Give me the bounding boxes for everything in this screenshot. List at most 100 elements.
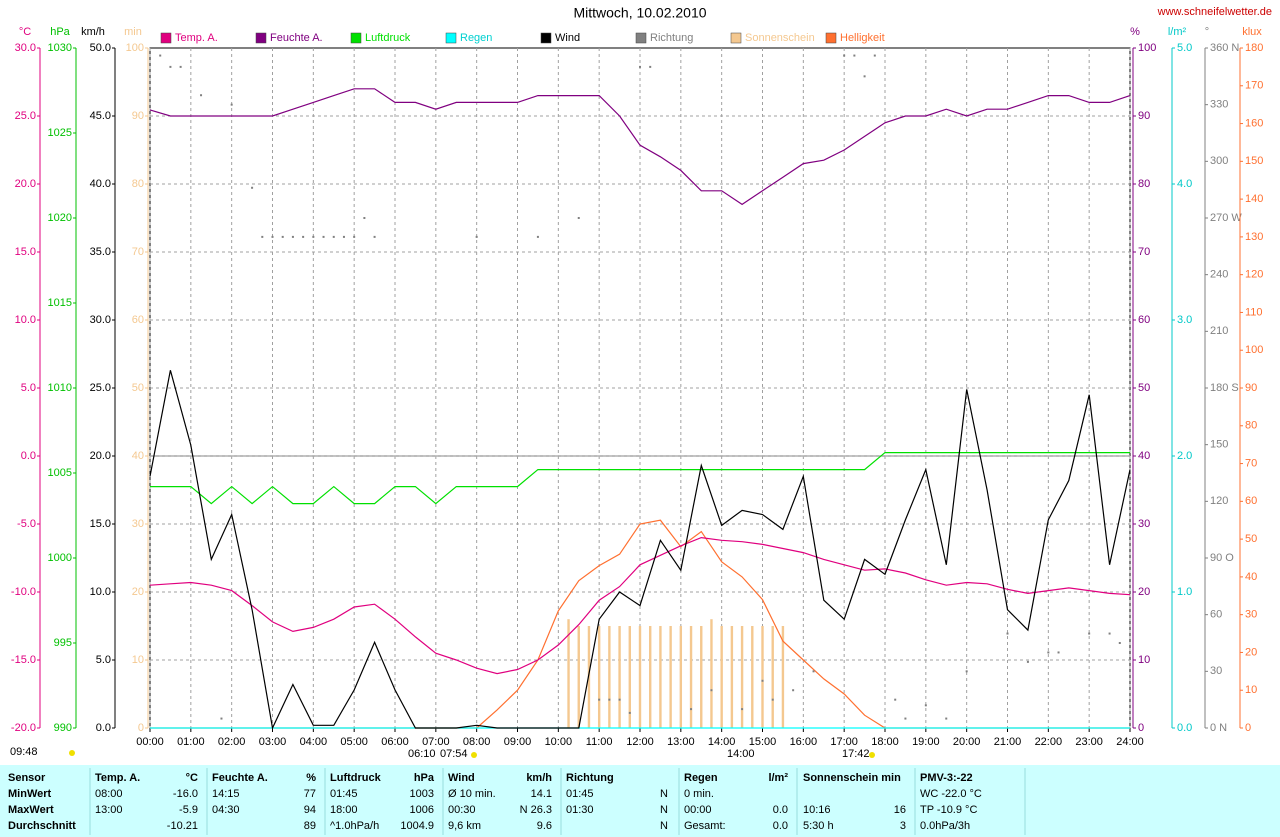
y-tick-label: 150 <box>1245 155 1263 167</box>
x-tick-label: 00:00 <box>136 736 164 748</box>
time-annotation: 17:42 <box>842 748 870 760</box>
direction-dot <box>904 717 907 720</box>
table-cell: 00:30 <box>448 804 476 816</box>
x-tick-label: 23:00 <box>1075 736 1103 748</box>
sunshine-bar <box>608 626 611 728</box>
direction-dot <box>322 235 325 238</box>
y-tick-label: 80 <box>1245 420 1257 432</box>
y-tick-label: 270 W <box>1210 212 1242 224</box>
axis-unit: l/m² <box>1168 26 1187 38</box>
x-tick-label: 09:00 <box>504 736 532 748</box>
legend-label: Temp. A. <box>175 32 218 44</box>
axis-unit: min <box>124 26 142 38</box>
direction-dot <box>690 708 693 711</box>
direction-dot <box>353 235 356 238</box>
direction-dot <box>475 235 478 238</box>
direction-dot <box>1108 632 1111 635</box>
table-header: Sonnenschein min <box>803 772 901 784</box>
table-cell: 89 <box>304 820 316 832</box>
direction-dot <box>741 708 744 711</box>
y-tick-label: 50 <box>1138 382 1150 394</box>
table-cell: 14:15 <box>212 788 240 800</box>
y-tick-label: 40 <box>1245 571 1257 583</box>
y-tick-label: 35.0 <box>90 246 111 258</box>
direction-dot <box>843 54 846 57</box>
legend-swatch <box>730 32 742 44</box>
y-tick-label: 30 <box>132 518 144 530</box>
axis-unit: km/h <box>81 26 105 38</box>
legend-swatch <box>540 32 552 44</box>
legend-label: Regen <box>460 32 492 44</box>
series-line <box>149 370 1131 730</box>
direction-dot <box>230 103 233 106</box>
direction-dot <box>761 679 764 682</box>
y-tick-label: 60 <box>1210 609 1222 621</box>
sunshine-bar <box>659 626 662 728</box>
legend-label: Richtung <box>650 32 693 44</box>
axis-unit: °C <box>19 26 31 38</box>
direction-dot <box>291 235 294 238</box>
sunshine-bar <box>679 626 683 728</box>
legend-swatch <box>635 32 647 44</box>
table-header: Regen <box>684 772 718 784</box>
table-cell: N <box>660 820 668 832</box>
direction-dot <box>1088 632 1091 635</box>
y-tick-label: 1.0 <box>1177 586 1192 598</box>
x-tick-label: 01:00 <box>177 736 205 748</box>
x-tick-label: 16:00 <box>790 736 818 748</box>
table-cell: 18:00 <box>330 804 358 816</box>
y-tick-label: -10.0 <box>11 586 36 598</box>
direction-dot <box>342 235 345 238</box>
legend-swatch <box>445 32 457 44</box>
x-tick-label: 06:00 <box>381 736 409 748</box>
row-label: MaxWert <box>8 804 54 816</box>
x-tick-label: 02:00 <box>218 736 246 748</box>
y-tick-label: 1020 <box>48 212 72 224</box>
y-tick-label: 5.0 <box>21 382 36 394</box>
y-tick-label: 330 <box>1210 99 1228 111</box>
table-header: Luftdruck <box>330 772 382 784</box>
table-header: PMV-3:-22 <box>920 772 973 784</box>
y-tick-label: 140 <box>1245 193 1263 205</box>
direction-dot <box>1057 651 1060 654</box>
time-annotation: 09:48 <box>10 746 38 758</box>
sunshine-bar <box>567 619 570 728</box>
y-tick-label: 25.0 <box>15 110 36 122</box>
table-cell: 01:45 <box>330 788 358 800</box>
direction-dot <box>302 235 305 238</box>
direction-dot <box>536 235 539 238</box>
sun-icon <box>869 752 875 758</box>
axis-unit: hPa <box>50 26 70 38</box>
x-tick-label: 20:00 <box>953 736 981 748</box>
x-tick-label: 17:00 <box>830 736 858 748</box>
table-cell: 1003 <box>410 788 434 800</box>
table-header: hPa <box>414 772 435 784</box>
direction-dot <box>1026 660 1029 663</box>
y-tick-label: 100 <box>1245 344 1263 356</box>
y-tick-label: 40 <box>1138 450 1150 462</box>
row-label: MinWert <box>8 788 52 800</box>
x-tick-label: 05:00 <box>340 736 368 748</box>
table-cell: 94 <box>304 804 316 816</box>
direction-dot <box>332 235 335 238</box>
direction-dot <box>945 717 948 720</box>
y-tick-label: 1005 <box>48 467 72 479</box>
table-header: Temp. A. <box>95 772 140 784</box>
direction-dot <box>363 217 366 219</box>
y-tick-label: 1015 <box>48 297 72 309</box>
y-tick-label: 0 N <box>1210 722 1227 734</box>
table-cell: 08:00 <box>95 788 123 800</box>
y-tick-label: 30.0 <box>15 42 36 54</box>
series-line <box>149 88 1131 206</box>
y-tick-label: 110 <box>1245 306 1263 318</box>
y-tick-label: 70 <box>132 246 144 258</box>
y-tick-label: 180 <box>1245 42 1263 54</box>
y-tick-label: 25.0 <box>90 382 111 394</box>
table-header: °C <box>186 772 198 784</box>
y-tick-label: 80 <box>132 178 144 190</box>
table-cell: WC -22.0 °C <box>920 788 982 800</box>
y-tick-label: 5.0 <box>96 654 111 666</box>
direction-dot <box>271 235 274 238</box>
sunshine-bar <box>781 626 785 728</box>
row-label: Durchschnitt <box>8 820 76 832</box>
